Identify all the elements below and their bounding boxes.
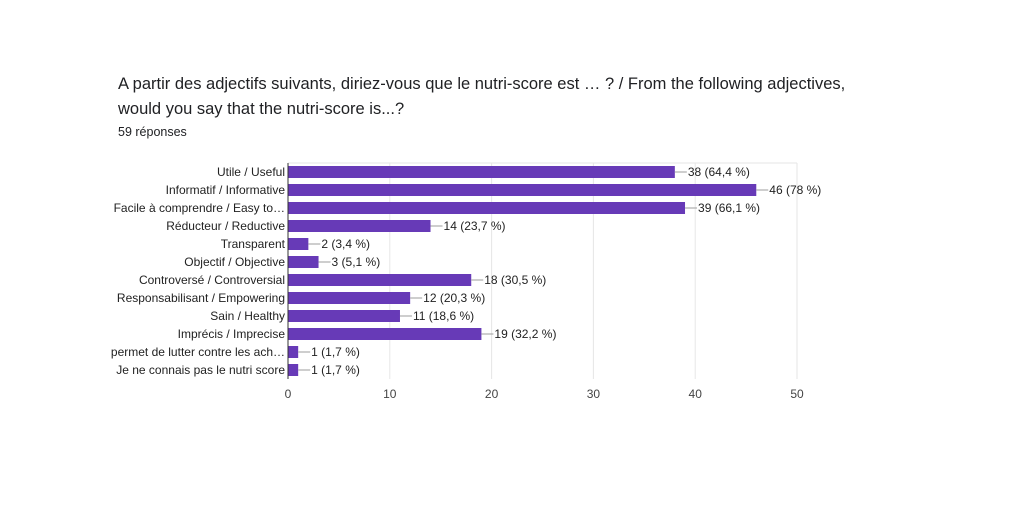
- bar: [288, 256, 319, 268]
- x-tick-label: 30: [587, 387, 601, 401]
- bar: [288, 184, 757, 196]
- x-tick-label: 20: [485, 387, 499, 401]
- x-tick-label: 40: [689, 387, 703, 401]
- data-label: 18 (30,5 %): [484, 273, 546, 287]
- data-label: 19 (32,2 %): [494, 327, 556, 341]
- data-label: 11 (18,6 %): [413, 309, 474, 323]
- bar: [288, 328, 482, 340]
- category-label: Objectif / Objective: [184, 255, 285, 269]
- category-label: Responsabilisant / Empowering: [117, 291, 285, 305]
- data-label: 2 (3,4 %): [321, 237, 370, 251]
- x-tick-label: 50: [790, 387, 804, 401]
- response-count: 59 réponses: [118, 125, 187, 139]
- data-label: 46 (78 %): [769, 183, 821, 197]
- bar: [288, 364, 299, 376]
- data-label: 14 (23,7 %): [444, 219, 506, 233]
- data-label: 3 (5,1 %): [332, 255, 381, 269]
- bar: [288, 202, 686, 214]
- category-label: Transparent: [221, 237, 286, 251]
- bar: [288, 310, 400, 322]
- x-tick-label: 0: [285, 387, 292, 401]
- category-label: Informatif / Informative: [166, 183, 286, 197]
- bar: [288, 274, 472, 286]
- question-title: A partir des adjectifs suivants, diriez-…: [118, 75, 846, 118]
- category-label: Sain / Healthy: [210, 309, 285, 323]
- bar: [288, 292, 411, 304]
- category-label: Réducteur / Reductive: [166, 219, 285, 233]
- data-label: 39 (66,1 %): [698, 201, 760, 215]
- category-label: Je ne connais pas le nutri score: [116, 363, 285, 377]
- data-label: 1 (1,7 %): [311, 363, 360, 377]
- bar: [288, 166, 675, 178]
- category-label: Imprécis / Imprecise: [178, 327, 286, 341]
- bar: [288, 346, 299, 358]
- category-label: Controversé / Controversial: [139, 273, 285, 287]
- x-tick-label: 10: [383, 387, 397, 401]
- category-label: Facile à comprendre / Easy to…: [114, 201, 285, 215]
- bar: [288, 238, 309, 250]
- data-label: 1 (1,7 %): [311, 345, 360, 359]
- data-label: 12 (20,3 %): [423, 291, 485, 305]
- data-label: 38 (64,4 %): [688, 165, 750, 179]
- category-label: permet de lutter contre les ach…: [111, 345, 285, 359]
- category-label: Utile / Useful: [217, 165, 285, 179]
- bar: [288, 220, 431, 232]
